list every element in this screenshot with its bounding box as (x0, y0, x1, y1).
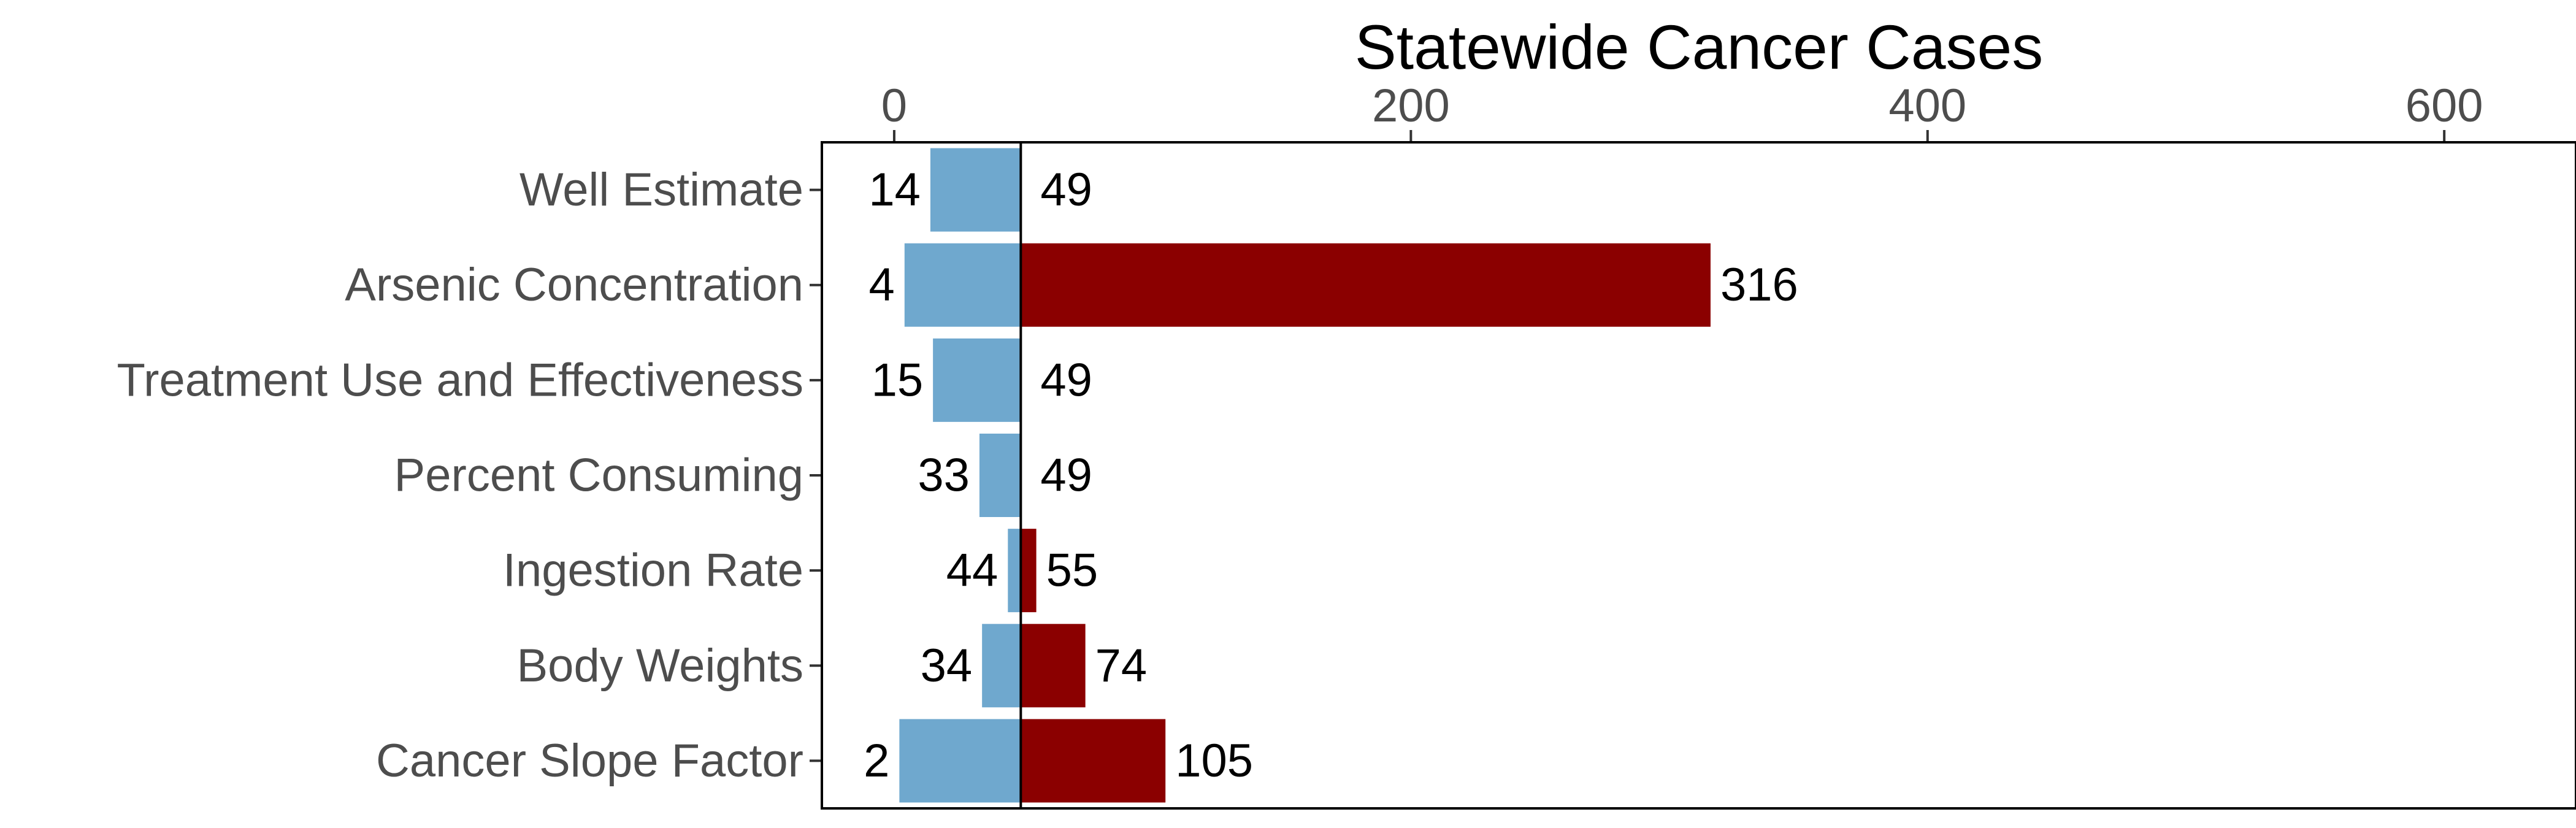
high-value-label: 49 (1040, 164, 1092, 216)
bars (899, 148, 1711, 803)
category-label: Body Weights (516, 640, 803, 692)
x-tick-label: 0 (881, 80, 907, 132)
high-bar (1021, 624, 1086, 708)
category-label: Treatment Use and Effectiveness (117, 354, 803, 406)
high-value-label: 49 (1040, 354, 1092, 406)
low-bar (1008, 529, 1021, 613)
low-value-label: 44 (946, 545, 999, 597)
low-bar (979, 434, 1021, 517)
high-value-label: 105 (1175, 735, 1253, 787)
x-axis-ticks: 0 200 400 600 (881, 80, 2483, 142)
high-bar (1021, 243, 1711, 327)
low-bar (899, 719, 1021, 803)
y-axis-categories: Well Estimate Arsenic Concentration Treatm… (117, 164, 822, 787)
low-value-label: 2 (864, 735, 889, 787)
high-bar (1021, 719, 1166, 803)
low-value-label: 15 (872, 354, 924, 406)
low-bar (930, 148, 1021, 232)
category-label: Well Estimate (519, 164, 803, 216)
x-tick-label: 200 (1372, 80, 1450, 132)
category-label: Cancer Slope Factor (376, 735, 803, 787)
data-labels: 14 4 15 33 44 34 2 49 316 49 49 55 74 105 (864, 164, 1798, 787)
plot-panel-border (821, 141, 2576, 810)
low-bar (982, 624, 1021, 708)
high-value-label: 55 (1046, 545, 1098, 597)
low-bar (933, 338, 1021, 422)
low-value-label: 34 (921, 640, 973, 692)
x-tick-label: 600 (2405, 80, 2483, 132)
high-value-label: 316 (1720, 259, 1798, 311)
high-value-label: 49 (1040, 450, 1092, 502)
category-label: Ingestion Rate (503, 545, 803, 597)
low-value-label: 14 (868, 164, 921, 216)
high-value-label: 74 (1095, 640, 1148, 692)
chart-title: Statewide Cancer Cases (1355, 12, 2044, 82)
low-value-label: 33 (918, 450, 970, 502)
category-label: Arsenic Concentration (345, 259, 803, 311)
low-bar (904, 243, 1021, 327)
high-bar (1021, 529, 1037, 613)
low-value-label: 4 (869, 259, 895, 311)
x-tick-label: 400 (1888, 80, 1966, 132)
category-label: Percent Consuming (394, 450, 803, 502)
